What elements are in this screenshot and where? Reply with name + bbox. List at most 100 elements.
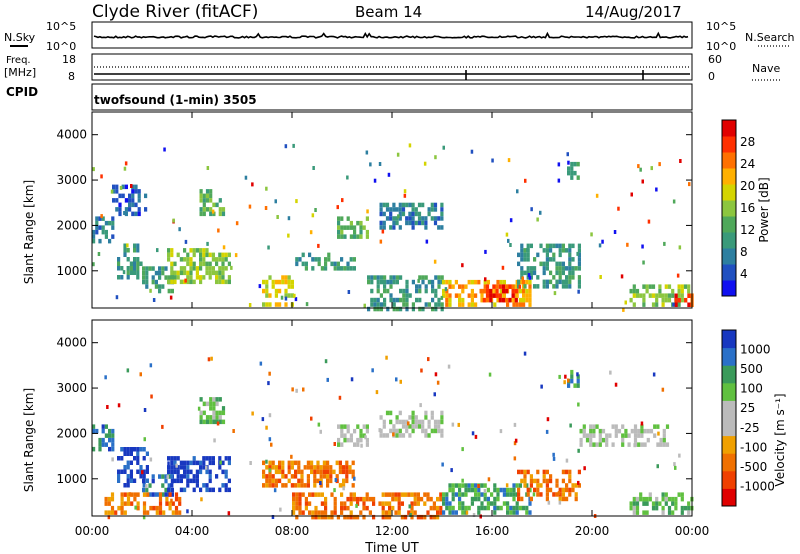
power-cell [195, 266, 199, 271]
velocity-cell [178, 510, 182, 515]
power-cell [312, 166, 315, 170]
velocity-cell [614, 428, 618, 434]
power-cell [507, 158, 511, 163]
velocity-cell [108, 437, 112, 443]
velocity-cell [414, 415, 418, 420]
power-cell [430, 216, 434, 221]
velocity-cell [659, 437, 663, 443]
velocity-cell [353, 476, 356, 481]
power-cell [565, 275, 569, 280]
velocity-cell [330, 510, 334, 515]
power-cell [545, 248, 549, 253]
power-cell [373, 302, 377, 307]
velocity-cell [167, 483, 171, 488]
velocity-cell [164, 487, 168, 493]
power-cell [151, 275, 155, 280]
velocity-cell [643, 428, 647, 434]
velocity-cell [514, 438, 518, 443]
velocity-cell [319, 481, 322, 485]
power-cell [395, 279, 399, 285]
power-cell [383, 284, 387, 289]
velocity-cell [123, 451, 127, 456]
velocity-cell [167, 456, 171, 461]
velocity-cell [290, 460, 294, 466]
velocity-cell [126, 465, 130, 470]
velocity-cell [515, 505, 519, 511]
velocity-cell [249, 461, 252, 465]
power-cell [370, 279, 374, 285]
power-cell [501, 265, 505, 270]
power-cell [539, 210, 542, 215]
power-cell [617, 206, 620, 211]
velocity-cell [362, 424, 366, 429]
velocity-cell [378, 501, 382, 506]
velocity-cell [397, 496, 401, 502]
velocity-cell [539, 483, 543, 488]
power-cell [158, 275, 162, 280]
time-tick-label: 00:00 [75, 524, 110, 538]
power-cell [333, 266, 337, 271]
velocity-cell [326, 465, 330, 470]
power-cell [98, 238, 102, 244]
power-cell [108, 220, 112, 226]
power-cell [448, 293, 452, 298]
velocity-cell [388, 505, 392, 511]
velocity-cell [195, 478, 199, 484]
velocity-cell [408, 504, 411, 509]
velocity-colorbar-segment [722, 435, 736, 454]
velocity-cell [640, 424, 644, 429]
velocity-cell [635, 501, 640, 506]
velocity-cell [461, 510, 465, 515]
power-cell [199, 198, 203, 203]
velocity-cell [677, 492, 681, 497]
power-cell [128, 202, 132, 208]
velocity-cell [348, 469, 352, 475]
velocity-cell [518, 483, 522, 488]
velocity-cell [324, 510, 328, 515]
velocity-cell [605, 433, 609, 438]
velocity-cell [143, 437, 146, 442]
power-cell [470, 297, 474, 303]
power-cell [158, 288, 162, 294]
velocity-cell [439, 505, 443, 511]
velocity-cell [107, 510, 111, 515]
power-cell [561, 248, 565, 253]
velocity-cell [278, 478, 282, 484]
velocity-cell [441, 462, 444, 467]
velocity-cell [621, 424, 625, 429]
power-cell [501, 288, 506, 294]
power-cell [444, 287, 448, 292]
power-cell [461, 284, 465, 289]
power-cell [347, 290, 351, 294]
velocity-cell [195, 469, 199, 475]
power-cell [186, 257, 190, 262]
power-cell [434, 155, 437, 160]
power-cell [408, 220, 412, 226]
power-cell [104, 229, 108, 235]
velocity-cell [461, 483, 465, 488]
velocity-cell [410, 514, 414, 520]
power-cell [568, 257, 572, 262]
power-cell [461, 302, 465, 307]
power-cell [515, 293, 519, 298]
power-cell [427, 211, 431, 217]
velocity-cell [171, 510, 175, 515]
power-cell [169, 295, 173, 300]
power-cell [115, 184, 119, 190]
velocity-cell [123, 469, 127, 474]
velocity-cell [629, 505, 633, 511]
velocity-cell [434, 372, 438, 377]
velocity-cell [410, 510, 414, 515]
power-cell [642, 260, 645, 265]
power-cell [202, 202, 206, 208]
velocity-cell [142, 492, 147, 497]
velocity-cell [158, 501, 163, 506]
power-cell [499, 279, 503, 285]
velocity-cell [646, 437, 650, 443]
power-cell [448, 284, 452, 289]
velocity-cell [433, 392, 436, 397]
power-cell [529, 243, 533, 249]
power-cell [205, 189, 210, 194]
velocity-cell [635, 505, 640, 511]
power-cell [211, 266, 215, 271]
